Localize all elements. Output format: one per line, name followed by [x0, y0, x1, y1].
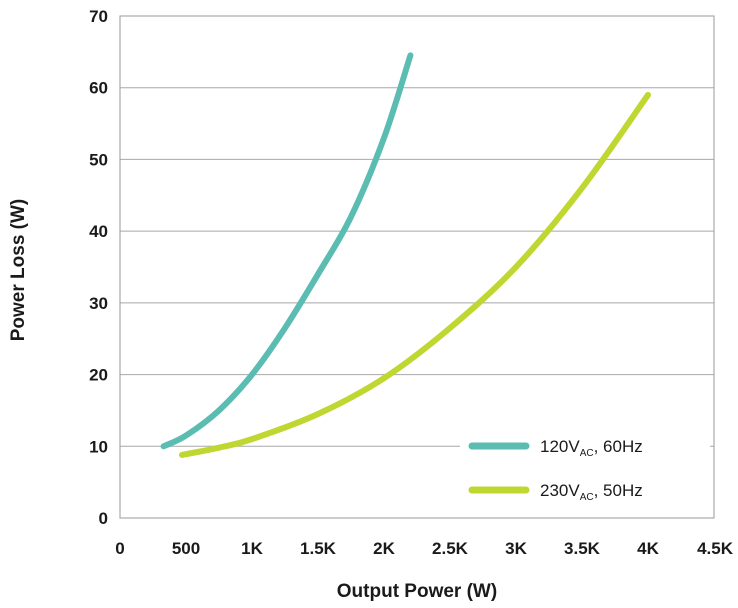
x-tick-label: 4K	[637, 539, 659, 558]
y-tick-label: 60	[89, 79, 108, 98]
legend: 120VAC, 60Hz 230VAC, 50Hz	[460, 426, 710, 508]
legend-label: 120VAC, 60Hz	[540, 437, 643, 459]
legend-box	[460, 426, 710, 508]
series-lines	[160, 52, 651, 458]
x-tick-label: 0	[115, 539, 124, 558]
x-tick-label: 4.5K	[697, 539, 734, 558]
y-tick-label: 10	[89, 437, 108, 456]
y-axis-ticks: 0 10 20 30 40 50 60 70	[89, 7, 108, 528]
y-axis-label: Power Loss (W)	[8, 199, 29, 342]
plot-frame	[119, 15, 715, 519]
x-tick-label: 2.5K	[432, 539, 469, 558]
x-axis-ticks: 0 500 1K 1.5K 2K 2.5K 3K 3.5K 4K 4.5K	[115, 539, 733, 558]
series-line-120v	[160, 52, 414, 450]
x-tick-label: 1K	[241, 539, 263, 558]
gridlines	[120, 87, 714, 447]
x-tick-label: 1.5K	[300, 539, 337, 558]
y-tick-label: 70	[89, 7, 108, 26]
y-tick-label: 30	[89, 294, 108, 313]
x-tick-label: 3.5K	[564, 539, 601, 558]
series-line-230v	[179, 91, 651, 458]
y-tick-label: 50	[89, 150, 108, 169]
legend-label: 230VAC, 50Hz	[540, 481, 643, 503]
y-tick-label: 40	[89, 222, 108, 241]
x-tick-label: 3K	[505, 539, 527, 558]
y-tick-label: 20	[89, 366, 108, 385]
y-tick-label: 0	[99, 509, 108, 528]
x-tick-label: 2K	[373, 539, 395, 558]
x-axis-label: Output Power (W)	[337, 581, 497, 602]
x-tick-label: 500	[172, 539, 200, 558]
